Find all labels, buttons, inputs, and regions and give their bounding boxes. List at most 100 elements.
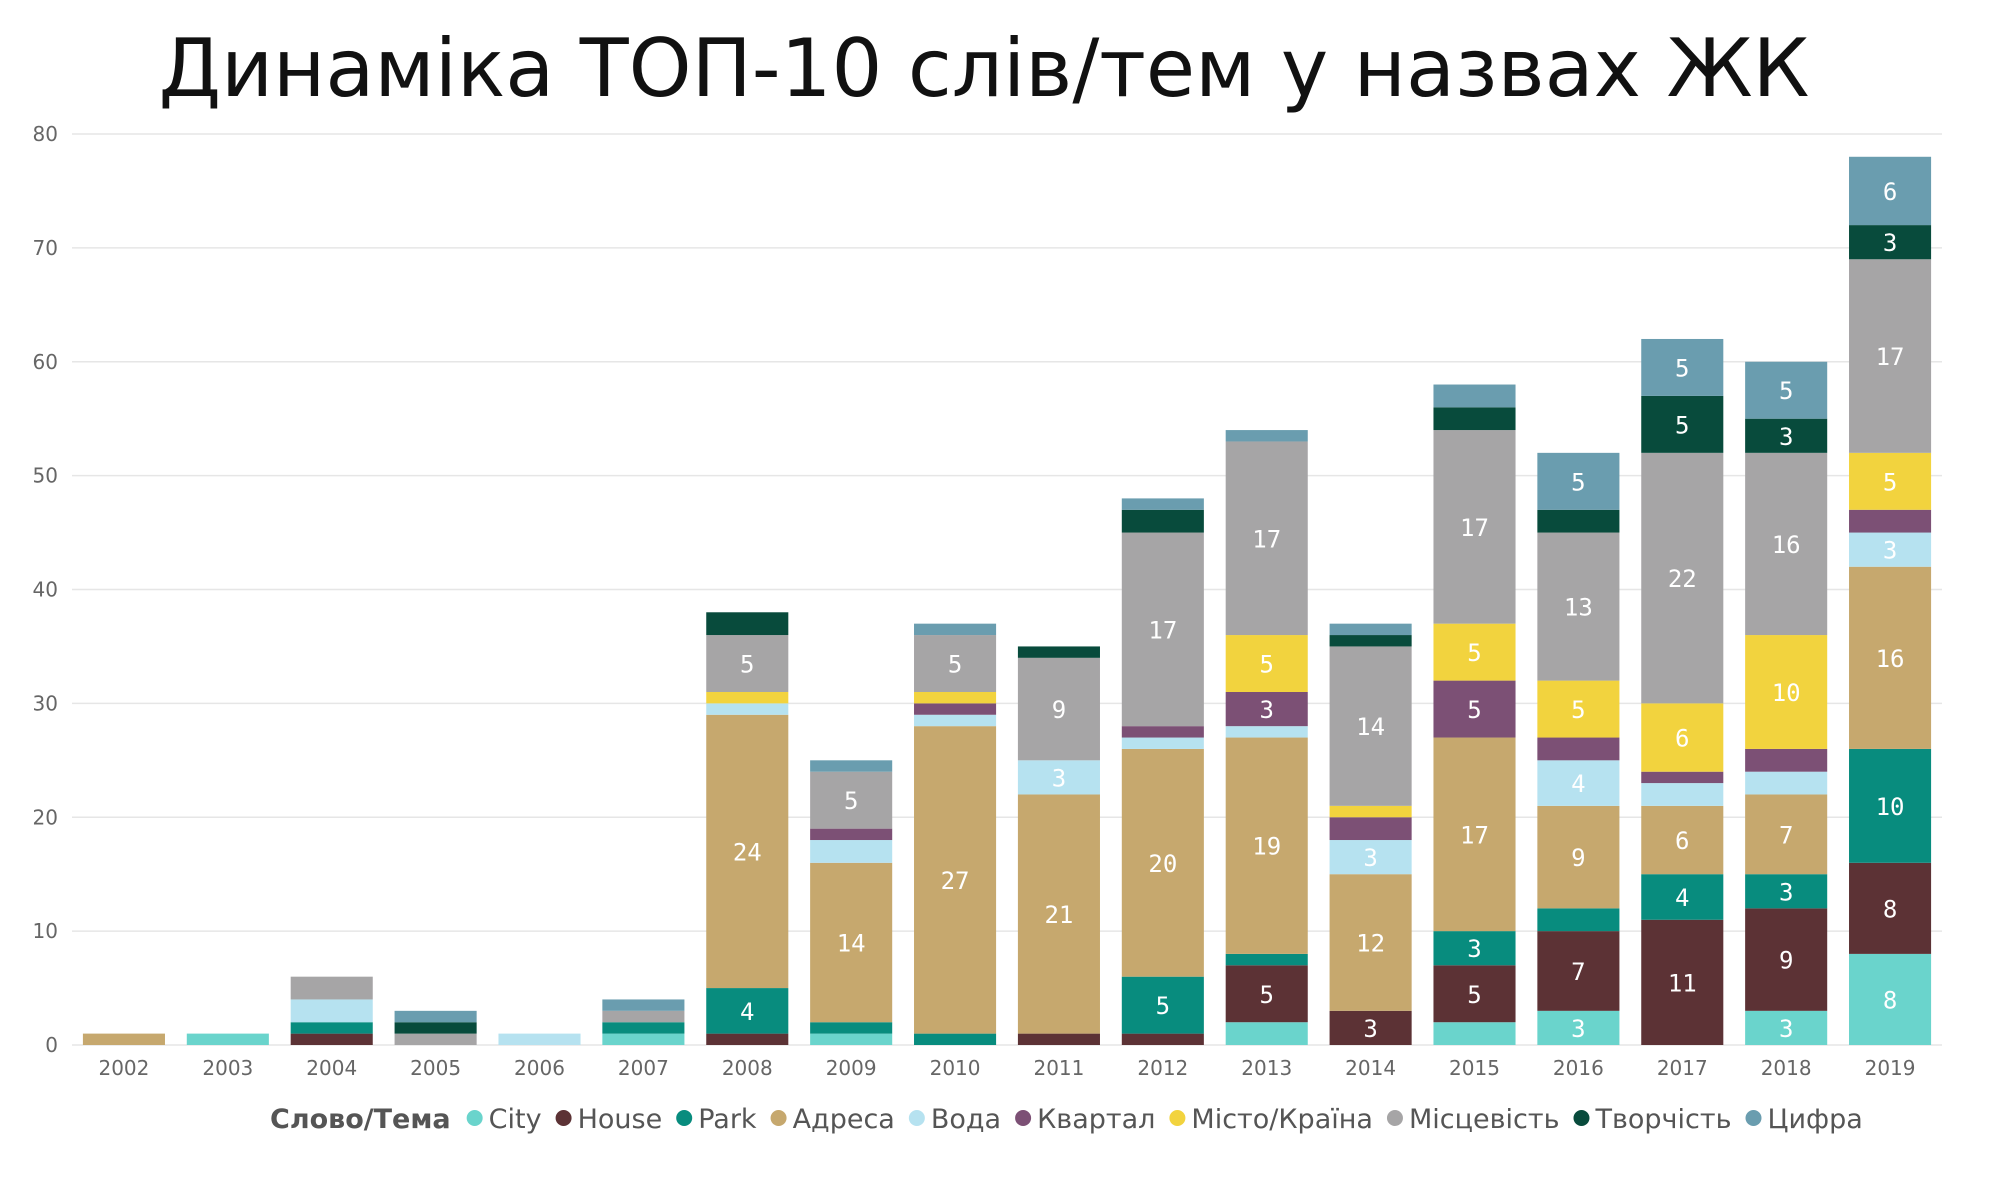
bar-segment-вода-2004[interactable] bbox=[290, 999, 373, 1023]
bar-segment-творчість-2019[interactable] bbox=[1849, 225, 1932, 260]
bar-segment-місцевість-2008[interactable] bbox=[706, 635, 789, 692]
bar-segment-творчість-2014[interactable] bbox=[1329, 635, 1412, 647]
bar-segment-вода-2011[interactable] bbox=[1017, 760, 1100, 795]
legend-item-квартал[interactable]: Квартал bbox=[1015, 1104, 1155, 1135]
bar-segment-вода-2018[interactable] bbox=[1745, 771, 1828, 795]
bar-segment-цифра-2019[interactable] bbox=[1849, 156, 1932, 226]
bar-segment-адреса-2011[interactable] bbox=[1017, 794, 1100, 1034]
bar-segment-house-2017[interactable] bbox=[1641, 919, 1724, 1045]
legend-item-місцевість[interactable]: Місцевість bbox=[1386, 1104, 1560, 1135]
bar-segment-місто-країна-2013[interactable] bbox=[1225, 635, 1308, 692]
bar-segment-house-2014[interactable] bbox=[1329, 1010, 1412, 1045]
bar-segment-park-2004[interactable] bbox=[290, 1022, 373, 1034]
bar-segment-місцевість-2007[interactable] bbox=[602, 1010, 685, 1023]
bar-segment-цифра-2010[interactable] bbox=[914, 623, 997, 636]
bar-segment-park-2013[interactable] bbox=[1225, 953, 1308, 966]
bar-segment-місцевість-2010[interactable] bbox=[914, 635, 997, 692]
bar-segment-творчість-2016[interactable] bbox=[1537, 509, 1620, 533]
bar-segment-місто-країна-2017[interactable] bbox=[1641, 703, 1724, 772]
legend-item-цифра[interactable]: Цифра bbox=[1745, 1104, 1863, 1135]
bar-segment-city-2018[interactable] bbox=[1745, 1010, 1828, 1045]
bar-segment-цифра-2007[interactable] bbox=[602, 999, 685, 1011]
bar-segment-вода-2019[interactable] bbox=[1849, 532, 1932, 567]
bar-segment-city-2016[interactable] bbox=[1537, 1010, 1620, 1045]
bar-segment-місцевість-2016[interactable] bbox=[1537, 532, 1620, 681]
bar-segment-park-2015[interactable] bbox=[1433, 931, 1516, 966]
legend-item-вода[interactable]: Вода bbox=[908, 1104, 1001, 1135]
bar-segment-цифра-2009[interactable] bbox=[810, 760, 893, 772]
legend-item-city[interactable]: City bbox=[466, 1104, 542, 1135]
bar-segment-city-2015[interactable] bbox=[1433, 1022, 1516, 1045]
bar-segment-творчість-2008[interactable] bbox=[706, 612, 789, 636]
bar-segment-квартал-2009[interactable] bbox=[810, 828, 893, 841]
bar-segment-вода-2013[interactable] bbox=[1225, 726, 1308, 738]
bar-segment-адреса-2019[interactable] bbox=[1849, 566, 1932, 749]
bar-segment-вода-2016[interactable] bbox=[1537, 760, 1620, 806]
bar-segment-місцевість-2013[interactable] bbox=[1225, 441, 1308, 636]
bar-segment-park-2012[interactable] bbox=[1121, 976, 1204, 1034]
bar-segment-city-2019[interactable] bbox=[1849, 953, 1932, 1045]
bar-segment-квартал-2014[interactable] bbox=[1329, 817, 1412, 841]
bar-segment-творчість-2018[interactable] bbox=[1745, 418, 1828, 453]
bar-segment-house-2011[interactable] bbox=[1017, 1033, 1100, 1045]
bar-segment-адреса-2010[interactable] bbox=[914, 726, 997, 1034]
bar-segment-творчість-2015[interactable] bbox=[1433, 407, 1516, 431]
bar-segment-city-2007[interactable] bbox=[602, 1033, 685, 1045]
bar-segment-park-2018[interactable] bbox=[1745, 874, 1828, 909]
bar-segment-house-2012[interactable] bbox=[1121, 1033, 1204, 1045]
bar-segment-park-2010[interactable] bbox=[914, 1033, 997, 1045]
bar-segment-місцевість-2012[interactable] bbox=[1121, 532, 1204, 727]
bar-segment-місцевість-2019[interactable] bbox=[1849, 259, 1932, 453]
bar-segment-адреса-2009[interactable] bbox=[810, 862, 893, 1023]
bar-segment-місто-країна-2019[interactable] bbox=[1849, 452, 1932, 510]
bar-segment-місцевість-2011[interactable] bbox=[1017, 657, 1100, 761]
bar-segment-адреса-2008[interactable] bbox=[706, 714, 789, 989]
bar-segment-творчість-2011[interactable] bbox=[1017, 646, 1100, 658]
bar-segment-цифра-2016[interactable] bbox=[1537, 452, 1620, 510]
bar-segment-адреса-2002[interactable] bbox=[82, 1033, 165, 1045]
bar-segment-місцевість-2018[interactable] bbox=[1745, 452, 1828, 636]
bar-segment-творчість-2017[interactable] bbox=[1641, 395, 1724, 453]
bar-segment-city-2013[interactable] bbox=[1225, 1022, 1308, 1045]
bar-segment-адреса-2016[interactable] bbox=[1537, 805, 1620, 909]
bar-segment-квартал-2010[interactable] bbox=[914, 703, 997, 715]
legend-item-адреса[interactable]: Адреса bbox=[770, 1104, 895, 1135]
bar-segment-квартал-2015[interactable] bbox=[1433, 680, 1516, 738]
bar-segment-цифра-2014[interactable] bbox=[1329, 623, 1412, 636]
bar-segment-адреса-2018[interactable] bbox=[1745, 794, 1828, 875]
bar-segment-адреса-2017[interactable] bbox=[1641, 805, 1724, 875]
bar-segment-адреса-2015[interactable] bbox=[1433, 737, 1516, 932]
bar-segment-квартал-2016[interactable] bbox=[1537, 737, 1620, 761]
bar-segment-вода-2006[interactable] bbox=[498, 1033, 581, 1045]
bar-segment-квартал-2018[interactable] bbox=[1745, 748, 1828, 772]
bar-segment-вода-2014[interactable] bbox=[1329, 840, 1412, 875]
bar-segment-вода-2010[interactable] bbox=[914, 714, 997, 727]
bar-segment-місто-країна-2008[interactable] bbox=[706, 691, 789, 704]
bar-segment-квартал-2019[interactable] bbox=[1849, 509, 1932, 533]
bar-segment-цифра-2018[interactable] bbox=[1745, 361, 1828, 419]
bar-segment-park-2007[interactable] bbox=[602, 1022, 685, 1034]
bar-segment-квартал-2012[interactable] bbox=[1121, 726, 1204, 738]
bar-segment-місцевість-2004[interactable] bbox=[290, 976, 373, 1000]
bar-segment-цифра-2012[interactable] bbox=[1121, 498, 1204, 510]
bar-segment-вода-2009[interactable] bbox=[810, 840, 893, 863]
bar-segment-творчість-2005[interactable] bbox=[394, 1022, 477, 1034]
bar-segment-house-2019[interactable] bbox=[1849, 862, 1932, 954]
bar-segment-цифра-2015[interactable] bbox=[1433, 384, 1516, 408]
legend-item-park[interactable]: Park bbox=[676, 1104, 757, 1135]
bar-segment-park-2019[interactable] bbox=[1849, 748, 1932, 863]
bar-segment-park-2016[interactable] bbox=[1537, 908, 1620, 932]
legend-item-творчість[interactable]: Творчість bbox=[1573, 1104, 1732, 1135]
bar-segment-house-2013[interactable] bbox=[1225, 965, 1308, 1023]
bar-segment-квартал-2017[interactable] bbox=[1641, 771, 1724, 784]
bar-segment-місто-країна-2010[interactable] bbox=[914, 691, 997, 704]
bar-segment-місто-країна-2016[interactable] bbox=[1537, 680, 1620, 738]
bar-segment-місто-країна-2018[interactable] bbox=[1745, 635, 1828, 749]
bar-segment-house-2016[interactable] bbox=[1537, 931, 1620, 1011]
bar-segment-квартал-2013[interactable] bbox=[1225, 691, 1308, 727]
bar-segment-park-2017[interactable] bbox=[1641, 874, 1724, 920]
bar-segment-адреса-2014[interactable] bbox=[1329, 874, 1412, 1011]
bar-segment-house-2018[interactable] bbox=[1745, 908, 1828, 1011]
bar-segment-місцевість-2005[interactable] bbox=[394, 1033, 477, 1045]
bar-segment-house-2015[interactable] bbox=[1433, 965, 1516, 1023]
